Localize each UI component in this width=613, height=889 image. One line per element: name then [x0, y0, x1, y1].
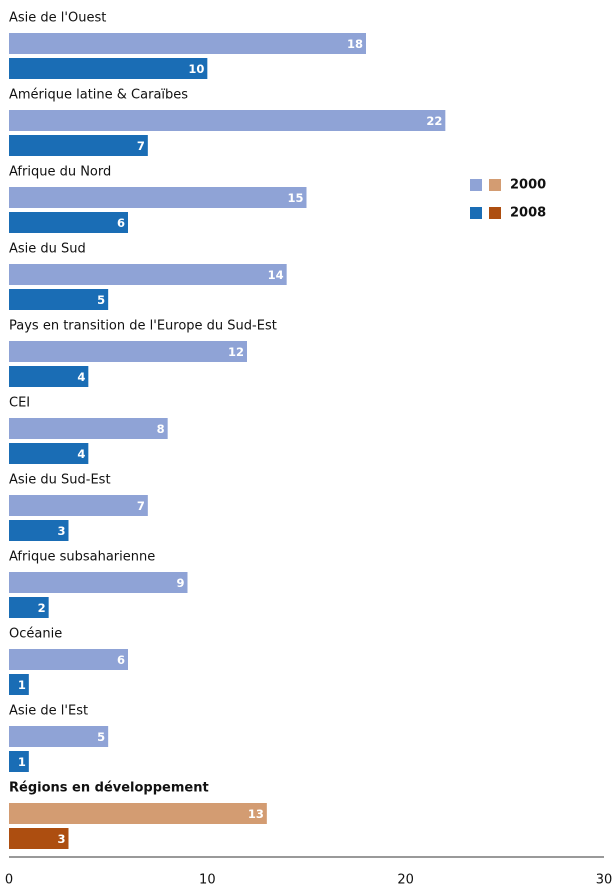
category-label: Océanie	[9, 627, 62, 642]
legend-swatch	[470, 179, 482, 191]
value-label: 13	[248, 807, 264, 821]
bar	[9, 803, 267, 824]
bar	[9, 443, 89, 464]
bar	[9, 135, 148, 156]
value-label: 4	[77, 447, 85, 461]
bar	[9, 572, 188, 593]
category-label: Asie du Sud	[9, 242, 86, 257]
category-label: Régions en développement	[9, 781, 209, 796]
category-label: Amérique latine & Caraïbes	[9, 88, 188, 103]
value-label: 22	[426, 114, 442, 128]
value-label: 5	[97, 293, 105, 307]
bar	[9, 264, 287, 285]
value-label: 14	[268, 268, 284, 282]
bar	[9, 751, 29, 772]
value-label: 1	[18, 755, 26, 769]
value-label: 6	[117, 653, 125, 667]
bar	[9, 187, 307, 208]
value-label: 15	[287, 191, 303, 205]
x-tick-label: 20	[397, 873, 414, 888]
legend-label: 2000	[510, 178, 546, 193]
value-label: 7	[137, 139, 145, 153]
bar	[9, 418, 168, 439]
value-label: 10	[188, 62, 204, 76]
value-label: 3	[57, 832, 65, 846]
value-label: 12	[228, 345, 244, 359]
value-label: 4	[77, 370, 85, 384]
value-label: 7	[137, 499, 145, 513]
category-label: Asie de l'Ouest	[9, 11, 106, 26]
bar	[9, 341, 247, 362]
bar	[9, 110, 446, 131]
value-label: 3	[57, 524, 65, 538]
category-label: Afrique subsaharienne	[9, 550, 155, 565]
value-label: 1	[18, 678, 26, 692]
category-label: Pays en transition de l'Europe du Sud-Es…	[9, 319, 277, 334]
bar	[9, 495, 148, 516]
bar	[9, 212, 128, 233]
bar	[9, 289, 109, 310]
x-tick-label: 30	[596, 873, 613, 888]
bar	[9, 649, 128, 670]
legend-label: 2008	[510, 206, 546, 221]
category-label: Afrique du Nord	[9, 165, 111, 180]
x-tick-label: 0	[5, 873, 13, 888]
value-label: 5	[97, 730, 105, 744]
value-label: 18	[347, 37, 363, 51]
value-label: 6	[117, 216, 125, 230]
bar	[9, 674, 29, 695]
bar	[9, 366, 89, 387]
bar	[9, 726, 109, 747]
bar	[9, 828, 69, 849]
category-label: Asie du Sud-Est	[9, 473, 111, 488]
bar	[9, 33, 366, 54]
legend-swatch	[489, 179, 501, 191]
category-label: CEI	[9, 396, 30, 411]
value-label: 2	[38, 601, 46, 615]
legend-swatch	[489, 207, 501, 219]
value-label: 8	[157, 422, 165, 436]
value-label: 9	[176, 576, 184, 590]
category-label: Asie de l'Est	[9, 704, 88, 719]
x-tick-label: 10	[199, 873, 216, 888]
bar	[9, 597, 49, 618]
bar	[9, 58, 208, 79]
legend-swatch	[470, 207, 482, 219]
bar	[9, 520, 69, 541]
